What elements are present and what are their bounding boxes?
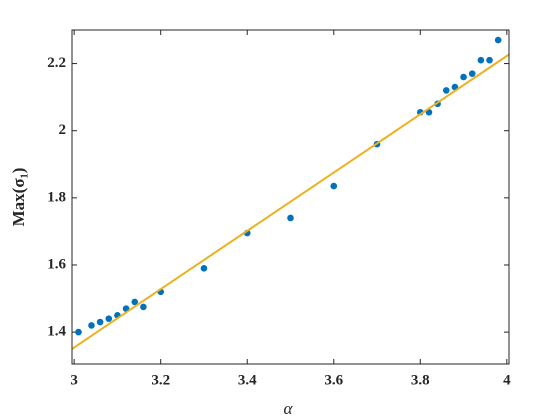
point <box>468 70 476 77</box>
y-axis-label: Max(σ₁) <box>9 168 28 227</box>
y-tick-label: 1.8 <box>47 189 66 205</box>
y-tick-label: 2.2 <box>47 55 66 71</box>
y-tick-label: 1.4 <box>47 324 66 340</box>
point <box>75 328 82 336</box>
x-tick-label: 4 <box>503 372 511 388</box>
point <box>131 298 139 306</box>
x-tick-label: 3 <box>70 372 78 388</box>
point <box>486 56 493 64</box>
point <box>96 318 104 326</box>
point <box>477 56 485 64</box>
y-tick-label: 2 <box>59 122 67 138</box>
point <box>442 87 450 94</box>
point <box>330 182 338 190</box>
axes-box <box>71 29 510 365</box>
x-tick-label: 3.4 <box>238 372 257 388</box>
fit-line <box>71 53 510 350</box>
point <box>287 214 294 222</box>
x-tick-label: 3.8 <box>411 372 430 388</box>
y-tick-label: 1.6 <box>47 256 66 272</box>
point <box>105 315 113 322</box>
point <box>88 322 95 329</box>
x-axis-label: α <box>284 399 294 418</box>
point <box>494 36 502 44</box>
point <box>200 265 208 272</box>
x-tick-label: 3.6 <box>324 372 343 388</box>
point <box>460 73 467 81</box>
point <box>140 303 147 311</box>
x-tick-label: 3.2 <box>151 372 170 388</box>
